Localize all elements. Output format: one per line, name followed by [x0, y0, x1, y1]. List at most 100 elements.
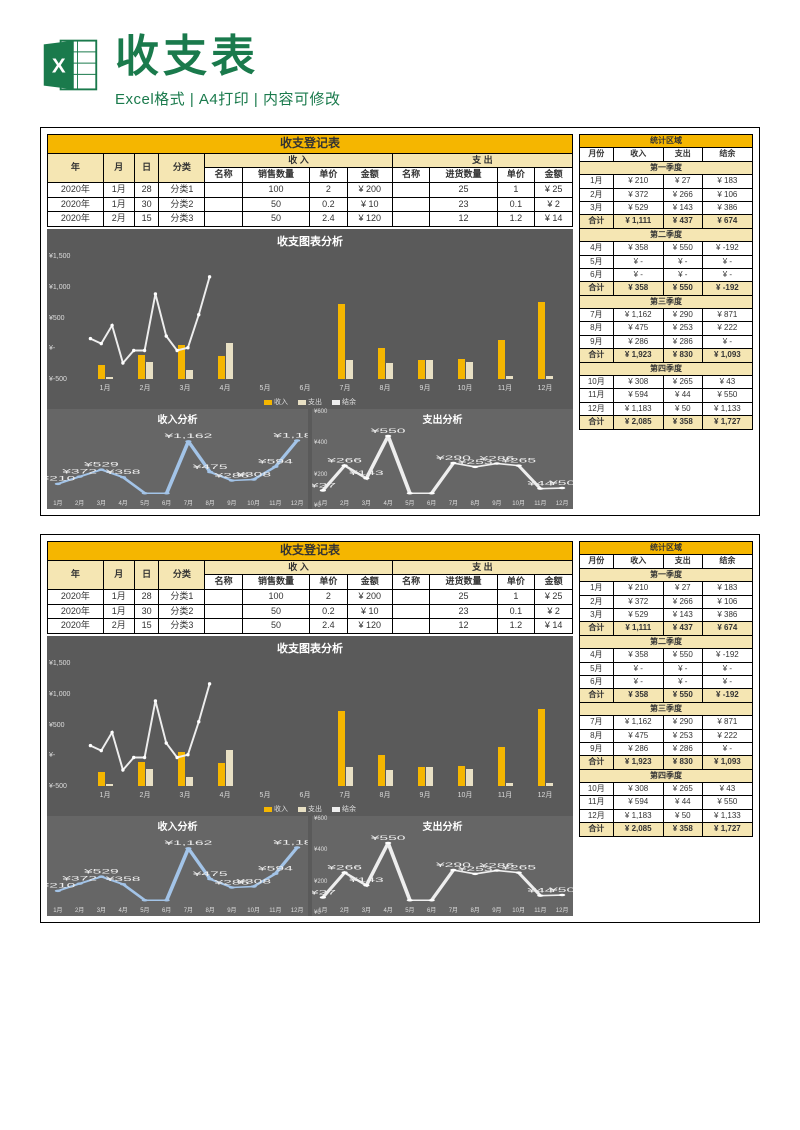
y-axis: ¥1,500¥1,000¥500¥-¥-500 — [49, 660, 70, 790]
table-row: 6月¥ -¥ -¥ - — [580, 675, 753, 688]
expense-analysis-chart: 支出分析 ¥600¥400¥200¥0 ¥27¥266¥143¥550¥290¥… — [312, 409, 573, 509]
income-bar — [138, 355, 145, 379]
col-hdr: 月 — [103, 153, 134, 182]
col-hdr: 名称 — [205, 575, 243, 590]
svg-text:¥1,183: ¥1,183 — [272, 839, 308, 846]
expense-bar — [386, 770, 393, 786]
col-hdr: 名称 — [392, 168, 430, 183]
table-row: 4月¥ 358¥ 550¥ -192 — [580, 242, 753, 255]
svg-text:¥550: ¥550 — [369, 427, 406, 434]
income-bar — [458, 766, 465, 786]
table-row: 7月¥ 1,162¥ 290¥ 871 — [580, 309, 753, 322]
svg-text:¥475: ¥475 — [191, 463, 228, 470]
bar-group — [85, 660, 125, 786]
bar-group — [205, 253, 245, 379]
svg-text:¥308: ¥308 — [235, 878, 272, 885]
income-analysis-chart: 收入分析 ¥210¥372¥529¥358¥1,162¥475¥286¥308¥… — [47, 409, 308, 509]
right-panel: 统计区域月份收入支出结余第一季度1月¥ 210¥ 27¥ 1832月¥ 372¥… — [579, 535, 759, 922]
bar-group — [125, 253, 165, 379]
table-row: 3月¥ 529¥ 143¥ 386 — [580, 201, 753, 214]
quarter-sum: 合计¥ 1,111¥ 437¥ 674 — [580, 215, 753, 228]
table-row: 12月¥ 1,183¥ 50¥ 1,133 — [580, 402, 753, 415]
expense-bar — [466, 769, 473, 786]
bar-group — [165, 660, 205, 786]
mini-line-chart: ¥210¥372¥529¥358¥1,162¥475¥286¥308¥594¥1… — [47, 832, 308, 916]
expense-bar — [426, 767, 433, 786]
col-hdr: 月 — [103, 560, 134, 589]
table-row: 5月¥ -¥ -¥ - — [580, 255, 753, 268]
svg-text:¥1,183: ¥1,183 — [272, 432, 308, 439]
bar-group — [525, 253, 565, 379]
template-sheet-1: 收支登记表年月日分类收 入支 出名称销售数量单价金额名称进货数量单价金额2020… — [40, 127, 760, 516]
right-panel: 统计区域月份收入支出结余第一季度1月¥ 210¥ 27¥ 1832月¥ 372¥… — [579, 128, 759, 515]
svg-text:¥594: ¥594 — [257, 865, 294, 872]
y-axis: ¥1,500¥1,000¥500¥-¥-500 — [49, 253, 70, 383]
table-row: 11月¥ 594¥ 44¥ 550 — [580, 389, 753, 402]
svg-text:¥372: ¥372 — [61, 468, 98, 475]
table-row: 3月¥ 529¥ 143¥ 386 — [580, 608, 753, 621]
svg-text:¥358: ¥358 — [104, 468, 141, 475]
expense-bar — [426, 360, 433, 379]
income-bar — [218, 356, 225, 379]
svg-text:¥475: ¥475 — [191, 870, 228, 877]
expense-bar — [466, 362, 473, 379]
stats-table: 统计区域月份收入支出结余第一季度1月¥ 210¥ 27¥ 1832月¥ 372¥… — [579, 134, 753, 430]
expense-bar — [186, 777, 193, 786]
income-bar — [178, 345, 185, 379]
template-sheet-2: 收支登记表年月日分类收 入支 出名称销售数量单价金额名称进货数量单价金额2020… — [40, 534, 760, 923]
svg-text:¥266: ¥266 — [326, 457, 363, 464]
col-hdr: 进货数量 — [430, 575, 497, 590]
bar-group — [285, 253, 325, 379]
x-axis: 1月2月3月4月5月6月7月8月9月10月11月12月 — [47, 383, 573, 395]
mini-line-chart: ¥27¥266¥143¥550¥290¥253¥286¥265¥44¥50 — [312, 425, 573, 509]
bar-group — [445, 253, 485, 379]
col-hdr: 单价 — [497, 575, 535, 590]
chart-area: 收支图表分析 ¥1,500¥1,000¥500¥-¥-500 — [47, 636, 573, 916]
col-hdr: 名称 — [392, 575, 430, 590]
page-title: 收支表 — [115, 20, 760, 84]
quarter-sum: 合计¥ 1,923¥ 830¥ 1,093 — [580, 349, 753, 362]
mini-chart-title: 支出分析 — [312, 818, 573, 833]
col-hdr: 年 — [48, 560, 104, 589]
expense-bar — [546, 376, 553, 379]
quarter-header: 第四季度 — [580, 769, 753, 782]
mini-chart-title: 支出分析 — [312, 411, 573, 426]
bar-group — [365, 660, 405, 786]
svg-text:¥143: ¥143 — [348, 876, 385, 883]
table-row: 8月¥ 475¥ 253¥ 222 — [580, 729, 753, 742]
quarter-header: 第三季度 — [580, 702, 753, 715]
mini-chart-title: 收入分析 — [47, 411, 308, 426]
svg-text:¥550: ¥550 — [369, 834, 406, 841]
svg-text:¥50: ¥50 — [548, 886, 573, 893]
expense-analysis-chart: 支出分析 ¥600¥400¥200¥0 ¥27¥266¥143¥550¥290¥… — [312, 816, 573, 916]
table-row: 1月¥ 210¥ 27¥ 183 — [580, 175, 753, 188]
expense-bar — [506, 376, 513, 379]
bar-group — [165, 253, 205, 379]
left-panel: 收支登记表年月日分类收 入支 出名称销售数量单价金额名称进货数量单价金额2020… — [41, 535, 579, 922]
quarter-sum: 合计¥ 1,923¥ 830¥ 1,093 — [580, 756, 753, 769]
col-hdr: 分类 — [159, 560, 205, 589]
table-row: 11月¥ 594¥ 44¥ 550 — [580, 796, 753, 809]
register-table: 收支登记表年月日分类收 入支 出名称销售数量单价金额名称进货数量单价金额2020… — [47, 134, 573, 227]
table-row: 10月¥ 308¥ 265¥ 43 — [580, 376, 753, 389]
left-panel: 收支登记表年月日分类收 入支 出名称销售数量单价金额名称进货数量单价金额2020… — [41, 128, 579, 515]
income-bar — [138, 762, 145, 786]
mini-charts: 收入分析 ¥210¥372¥529¥358¥1,162¥475¥286¥308¥… — [47, 816, 573, 916]
svg-text:¥210: ¥210 — [47, 475, 76, 482]
bar-group — [325, 660, 365, 786]
col-hdr: 金额 — [347, 168, 392, 183]
stats-table: 统计区域月份收入支出结余第一季度1月¥ 210¥ 27¥ 1832月¥ 372¥… — [579, 541, 753, 837]
col-hdr: 日 — [134, 560, 159, 589]
col-hdr: 分类 — [159, 153, 205, 182]
quarter-sum: 合计¥ 358¥ 550¥ -192 — [580, 282, 753, 295]
chart-title: 收支图表分析 — [47, 229, 573, 253]
col-hdr: 单价 — [497, 168, 535, 183]
svg-text:¥594: ¥594 — [257, 458, 294, 465]
svg-text:X: X — [52, 54, 66, 77]
table-row: 1月¥ 210¥ 27¥ 183 — [580, 582, 753, 595]
stats-title: 统计区域 — [580, 135, 753, 148]
quarter-sum: 合计¥ 2,085¥ 358¥ 1,727 — [580, 416, 753, 429]
income-bar — [98, 365, 105, 379]
bar-group — [405, 660, 445, 786]
bar-group — [485, 660, 525, 786]
